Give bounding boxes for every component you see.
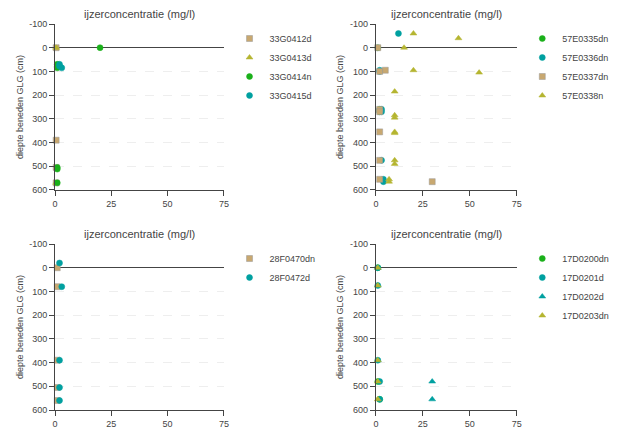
- svg-text:ijzerconcentratie (mg/l): ijzerconcentratie (mg/l): [391, 8, 502, 20]
- svg-text:500: 500: [32, 161, 47, 171]
- svg-text:diepte beneden GLG (cm): diepte beneden GLG (cm): [15, 55, 25, 159]
- svg-text:400: 400: [353, 358, 368, 368]
- svg-text:33G0412d: 33G0412d: [270, 34, 312, 44]
- svg-text:57E0336dn: 57E0336dn: [562, 53, 608, 63]
- svg-text:17D0202d: 17D0202d: [562, 292, 604, 302]
- svg-text:500: 500: [353, 381, 368, 391]
- svg-text:100: 100: [353, 287, 368, 297]
- svg-text:diepte beneden GLG (cm): diepte beneden GLG (cm): [335, 55, 345, 159]
- svg-text:200: 200: [32, 310, 47, 320]
- svg-text:600: 600: [32, 405, 47, 415]
- svg-text:0: 0: [42, 43, 47, 53]
- svg-text:-100: -100: [350, 19, 368, 29]
- svg-text:33G0414n: 33G0414n: [270, 72, 312, 82]
- svg-text:57E0335dn: 57E0335dn: [562, 34, 608, 44]
- svg-text:75: 75: [512, 419, 522, 429]
- svg-text:400: 400: [32, 138, 47, 148]
- svg-text:57E0337dn: 57E0337dn: [562, 72, 608, 82]
- svg-text:75: 75: [219, 419, 229, 429]
- svg-text:25: 25: [106, 199, 116, 209]
- svg-text:diepte beneden GLG (cm): diepte beneden GLG (cm): [15, 275, 25, 379]
- svg-text:33G0413d: 33G0413d: [270, 53, 312, 63]
- svg-text:50: 50: [465, 199, 475, 209]
- svg-text:diepte beneden GLG (cm): diepte beneden GLG (cm): [335, 275, 345, 379]
- svg-text:400: 400: [32, 358, 47, 368]
- svg-text:25: 25: [418, 419, 428, 429]
- svg-text:0: 0: [373, 199, 378, 209]
- svg-text:28F0470dn: 28F0470dn: [270, 254, 316, 264]
- svg-text:17D0201d: 17D0201d: [562, 273, 604, 283]
- svg-text:100: 100: [353, 67, 368, 77]
- svg-text:75: 75: [219, 199, 229, 209]
- svg-text:0: 0: [363, 43, 368, 53]
- svg-text:200: 200: [32, 90, 47, 100]
- svg-text:300: 300: [353, 334, 368, 344]
- svg-text:600: 600: [353, 185, 368, 195]
- svg-text:0: 0: [52, 199, 57, 209]
- svg-text:500: 500: [32, 381, 47, 391]
- svg-text:33G0415d: 33G0415d: [270, 91, 312, 101]
- svg-text:0: 0: [42, 263, 47, 273]
- svg-text:300: 300: [32, 334, 47, 344]
- svg-text:600: 600: [353, 405, 368, 415]
- svg-text:0: 0: [52, 419, 57, 429]
- svg-text:25: 25: [106, 419, 116, 429]
- svg-text:25: 25: [418, 199, 428, 209]
- svg-text:17D0203dn: 17D0203dn: [562, 311, 609, 321]
- svg-text:ijzerconcentratie (mg/l): ijzerconcentratie (mg/l): [84, 228, 195, 240]
- svg-text:200: 200: [353, 310, 368, 320]
- svg-text:57E0338n: 57E0338n: [562, 91, 603, 101]
- svg-text:ijzerconcentratie (mg/l): ijzerconcentratie (mg/l): [391, 228, 502, 240]
- svg-text:-100: -100: [29, 239, 47, 249]
- svg-text:100: 100: [32, 67, 47, 77]
- svg-text:300: 300: [32, 114, 47, 124]
- svg-text:100: 100: [32, 287, 47, 297]
- svg-text:50: 50: [465, 419, 475, 429]
- svg-text:17D0200dn: 17D0200dn: [562, 254, 609, 264]
- svg-text:ijzerconcentratie (mg/l): ijzerconcentratie (mg/l): [84, 8, 195, 20]
- svg-text:75: 75: [512, 199, 522, 209]
- svg-text:400: 400: [353, 138, 368, 148]
- svg-text:-100: -100: [29, 19, 47, 29]
- svg-text:500: 500: [353, 161, 368, 171]
- svg-text:200: 200: [353, 90, 368, 100]
- svg-text:28F0472d: 28F0472d: [270, 273, 311, 283]
- svg-text:50: 50: [163, 419, 173, 429]
- svg-text:0: 0: [373, 419, 378, 429]
- svg-text:-100: -100: [350, 239, 368, 249]
- svg-text:50: 50: [163, 199, 173, 209]
- svg-text:0: 0: [363, 263, 368, 273]
- svg-text:300: 300: [353, 114, 368, 124]
- svg-text:600: 600: [32, 185, 47, 195]
